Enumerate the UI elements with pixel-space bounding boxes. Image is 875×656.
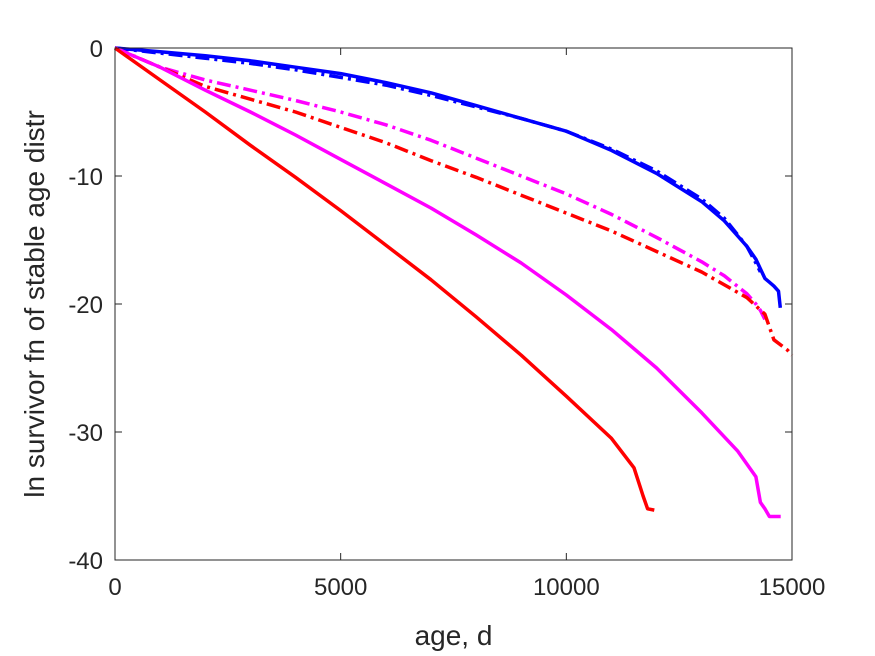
series-layer	[113, 46, 794, 519]
series-line-3	[114, 46, 767, 321]
series-line-6	[113, 46, 655, 512]
x-tick-label: 15000	[759, 574, 826, 601]
x-tick-label: 5000	[314, 574, 367, 601]
plot-background	[115, 48, 792, 560]
y-tick-label: -10	[68, 164, 103, 191]
x-axis-ticks: 0 5000 10000 15000	[108, 48, 825, 601]
x-axis-label: age, d	[415, 620, 493, 651]
x-tick-label: 10000	[533, 574, 600, 601]
y-axis-ticks: 0 -10 -20 -30 -40	[68, 36, 792, 575]
x-tick-label: 0	[108, 574, 121, 601]
y-tick-label: 0	[90, 36, 103, 63]
series-line-2	[114, 46, 762, 273]
y-tick-label: -20	[68, 292, 103, 319]
series-line-1	[114, 46, 783, 308]
series-line-5	[114, 46, 781, 519]
y-tick-label: -30	[68, 420, 103, 447]
y-tick-label: -40	[68, 548, 103, 575]
series-line-4	[114, 46, 794, 357]
y-axis-label: ln survivor fn of stable age distr	[19, 110, 50, 498]
